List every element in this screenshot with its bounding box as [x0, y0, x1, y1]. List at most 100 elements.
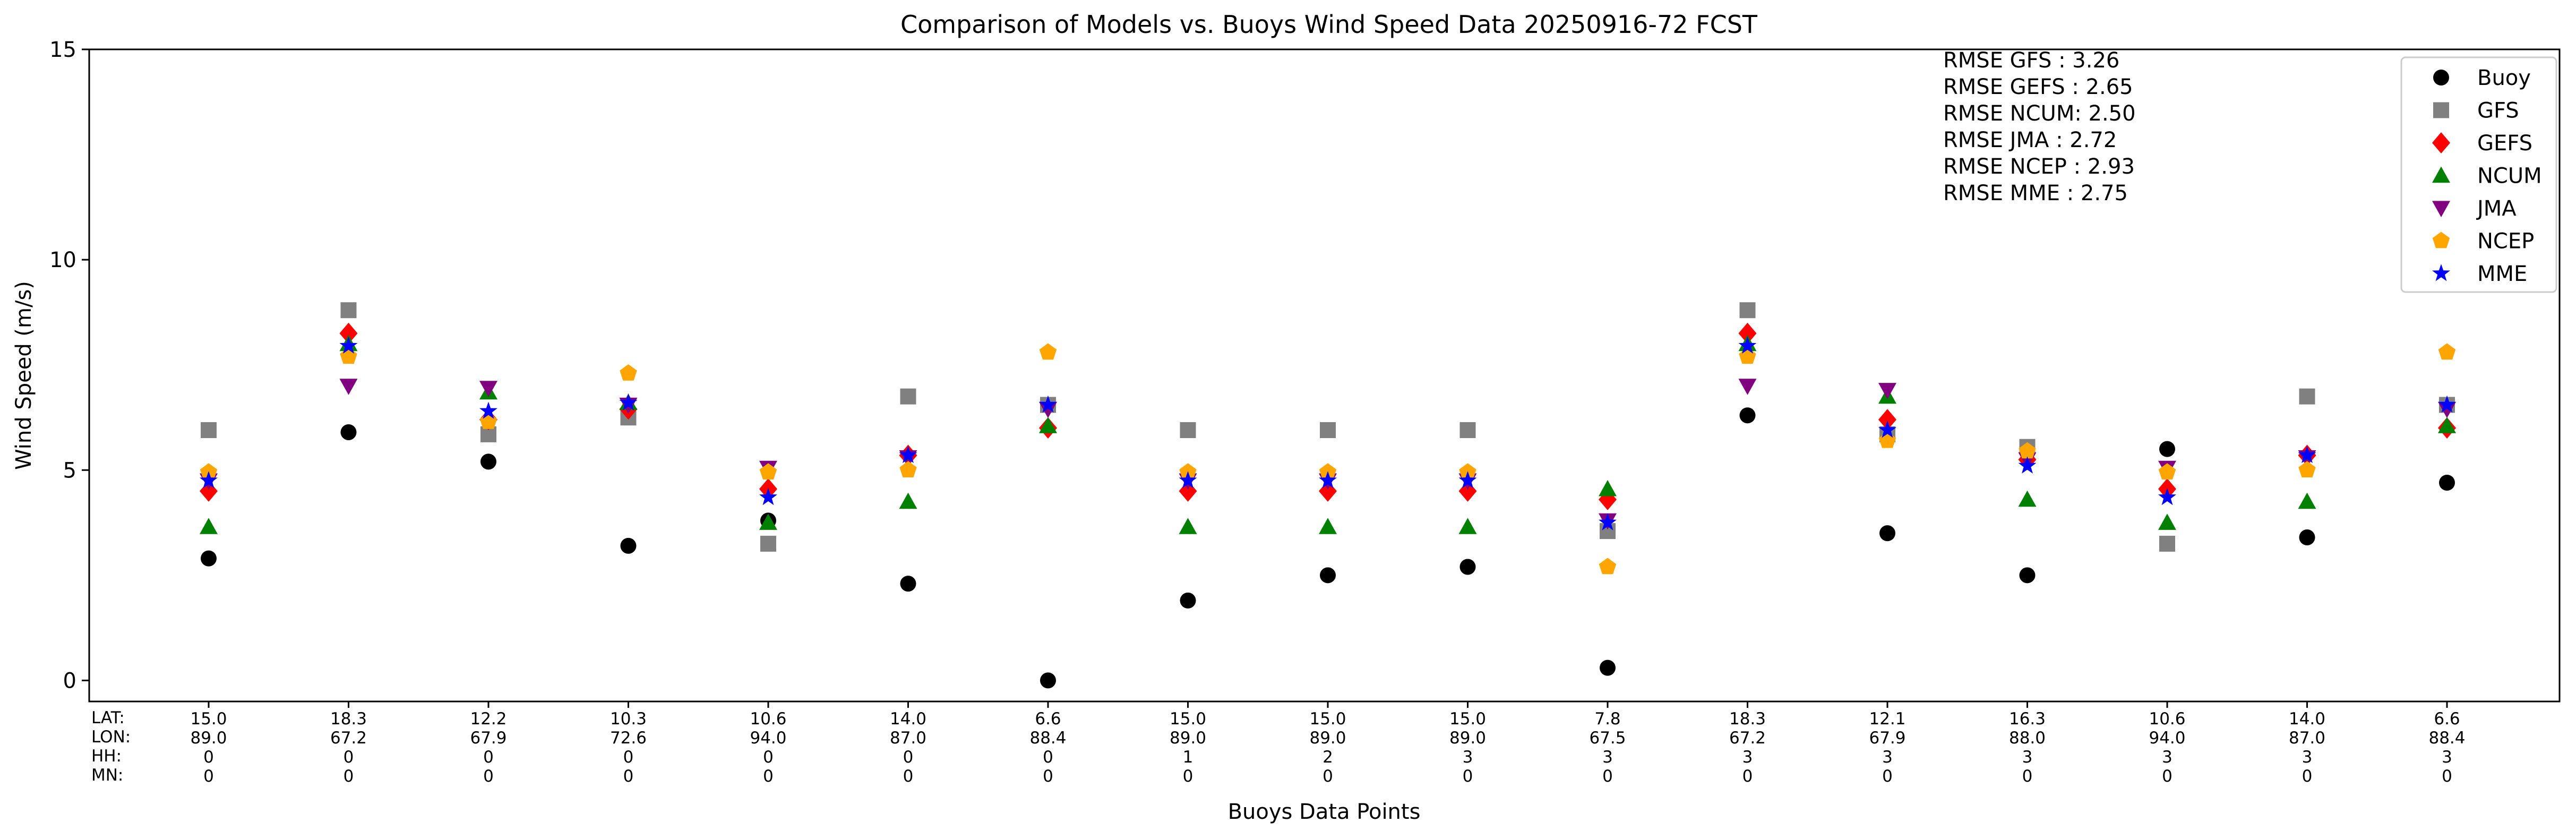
data-point-jma	[2438, 401, 2456, 418]
x-tick-hh: 3	[2302, 748, 2313, 767]
data-point-gfs	[2299, 388, 2315, 405]
data-point-buoy	[1180, 592, 1196, 609]
x-tick-lat: 16.3	[2009, 709, 2046, 729]
x-tick-lat: 10.6	[750, 709, 786, 729]
data-point-mme	[1878, 421, 1896, 438]
x-tick-hh: 3	[1602, 748, 1613, 767]
data-point-mme	[899, 446, 917, 463]
x-tick-lat: 14.0	[890, 709, 926, 729]
data-point-buoy	[1739, 407, 1756, 424]
x-tick-lon: 88.0	[2009, 729, 2046, 748]
x-tick-hh: 1	[1183, 748, 1193, 767]
data-point-ncum	[1599, 480, 1617, 496]
legend-label: Buoy	[2477, 66, 2531, 90]
data-point-mme	[2298, 446, 2316, 463]
data-point-mme	[1319, 471, 1337, 489]
data-point-gfs	[1320, 422, 1336, 438]
data-point-gfs	[760, 535, 776, 552]
data-point-buoy	[1040, 672, 1056, 689]
data-point-ncum	[759, 513, 777, 530]
data-point-gefs	[1738, 322, 1757, 344]
x-tick-lat: 18.3	[330, 709, 367, 729]
data-point-ncum	[2018, 490, 2037, 507]
x-tick-hh: 0	[1043, 748, 1053, 767]
data-point-mme	[1039, 395, 1057, 413]
legend-marker-jma	[2432, 201, 2450, 217]
x-tick-mn: 0	[344, 767, 354, 786]
x-tick-lat: 6.6	[1035, 709, 1061, 729]
data-point-gfs	[1459, 422, 1476, 438]
x-tick-lon: 67.5	[1589, 729, 1626, 748]
x-tick-mn: 0	[903, 767, 914, 786]
x-tick-lat: 18.3	[1729, 709, 1766, 729]
x-tick-lat: 15.0	[1309, 709, 1346, 729]
data-point-jma	[1738, 379, 1757, 395]
x-tick-hh: 3	[1742, 748, 1753, 767]
data-point-ncum	[1319, 518, 1337, 534]
x-tick-lon: 88.4	[2428, 729, 2465, 748]
data-point-mme	[619, 393, 638, 410]
data-point-ncep	[1599, 558, 1617, 575]
x-tick-lon: 87.0	[890, 729, 926, 748]
rmse-annotation: RMSE NCUM: 2.50	[1943, 101, 2136, 126]
data-point-gfs	[201, 422, 217, 438]
legend-marker-gefs	[2432, 132, 2450, 153]
data-point-ncum	[200, 518, 218, 534]
x-tick-lat: 12.1	[1869, 709, 1905, 729]
x-tick-mn: 0	[2022, 767, 2033, 786]
data-point-ncep	[2019, 442, 2036, 459]
x-tick-lon: 67.9	[470, 729, 506, 748]
data-point-ncep	[899, 461, 917, 477]
data-point-ncep	[2158, 463, 2176, 480]
data-point-ncum	[1179, 518, 1197, 534]
plot-frame	[88, 48, 2561, 703]
x-tick-lon: 89.0	[1170, 729, 1206, 748]
x-tick-mn: 0	[1323, 767, 1333, 786]
x-tick-hh: 0	[763, 748, 774, 767]
data-point-gfs	[2159, 535, 2175, 552]
data-point-jma	[339, 379, 358, 395]
data-point-buoy	[620, 537, 637, 554]
chart-title: Comparison of Models vs. Buoys Wind Spee…	[900, 10, 1758, 39]
legend-marker-buoy	[2433, 70, 2449, 85]
data-point-mme	[1179, 471, 1197, 489]
data-point-jma	[1039, 401, 1057, 418]
x-tick-lat: 15.0	[1449, 709, 1486, 729]
x-tick-hh: 3	[2022, 748, 2033, 767]
legend-marker-ncum	[2432, 166, 2450, 183]
x-tick-mn: 0	[1183, 767, 1193, 786]
y-tick-label: 5	[63, 458, 76, 483]
data-point-ncum	[899, 492, 917, 509]
rmse-annotation: RMSE NCEP : 2.93	[1943, 155, 2135, 179]
data-point-gfs	[340, 302, 357, 319]
data-point-ncep	[2438, 343, 2456, 360]
data-point-ncum	[2438, 417, 2456, 433]
x-tick-hh: 0	[903, 748, 914, 767]
rmse-annotation: RMSE MME : 2.75	[1943, 181, 2128, 206]
legend-marker-gfs	[2433, 102, 2449, 118]
data-point-ncum	[1458, 518, 1477, 534]
x-tick-lon: 87.0	[2289, 729, 2325, 748]
data-point-mme	[200, 471, 218, 489]
x-tick-hh: 0	[203, 748, 214, 767]
data-point-buoy	[1879, 525, 1895, 542]
data-point-ncum	[1039, 417, 1057, 433]
rmse-annotation: RMSE GFS : 3.26	[1943, 48, 2119, 73]
data-point-buoy	[2019, 567, 2036, 584]
x-tick-mn: 0	[1463, 767, 1473, 786]
y-tick-label: 0	[63, 669, 76, 693]
data-point-buoy	[900, 576, 916, 592]
data-point-buoy	[2159, 441, 2175, 457]
x-tick-mn: 0	[2302, 767, 2313, 786]
data-point-gefs	[1878, 409, 1896, 431]
data-point-jma	[479, 381, 497, 397]
rmse-annotation: RMSE GEFS : 2.65	[1943, 75, 2133, 99]
x-tick-lon: 67.2	[330, 729, 367, 748]
row-label: MN:	[91, 766, 123, 785]
y-tick-label: 10	[49, 248, 76, 272]
x-tick-lon: 94.0	[2149, 729, 2185, 748]
y-axis-label: Wind Speed (m/s)	[12, 281, 36, 470]
data-point-ncep	[620, 364, 637, 381]
legend-label: NCEP	[2477, 229, 2534, 254]
